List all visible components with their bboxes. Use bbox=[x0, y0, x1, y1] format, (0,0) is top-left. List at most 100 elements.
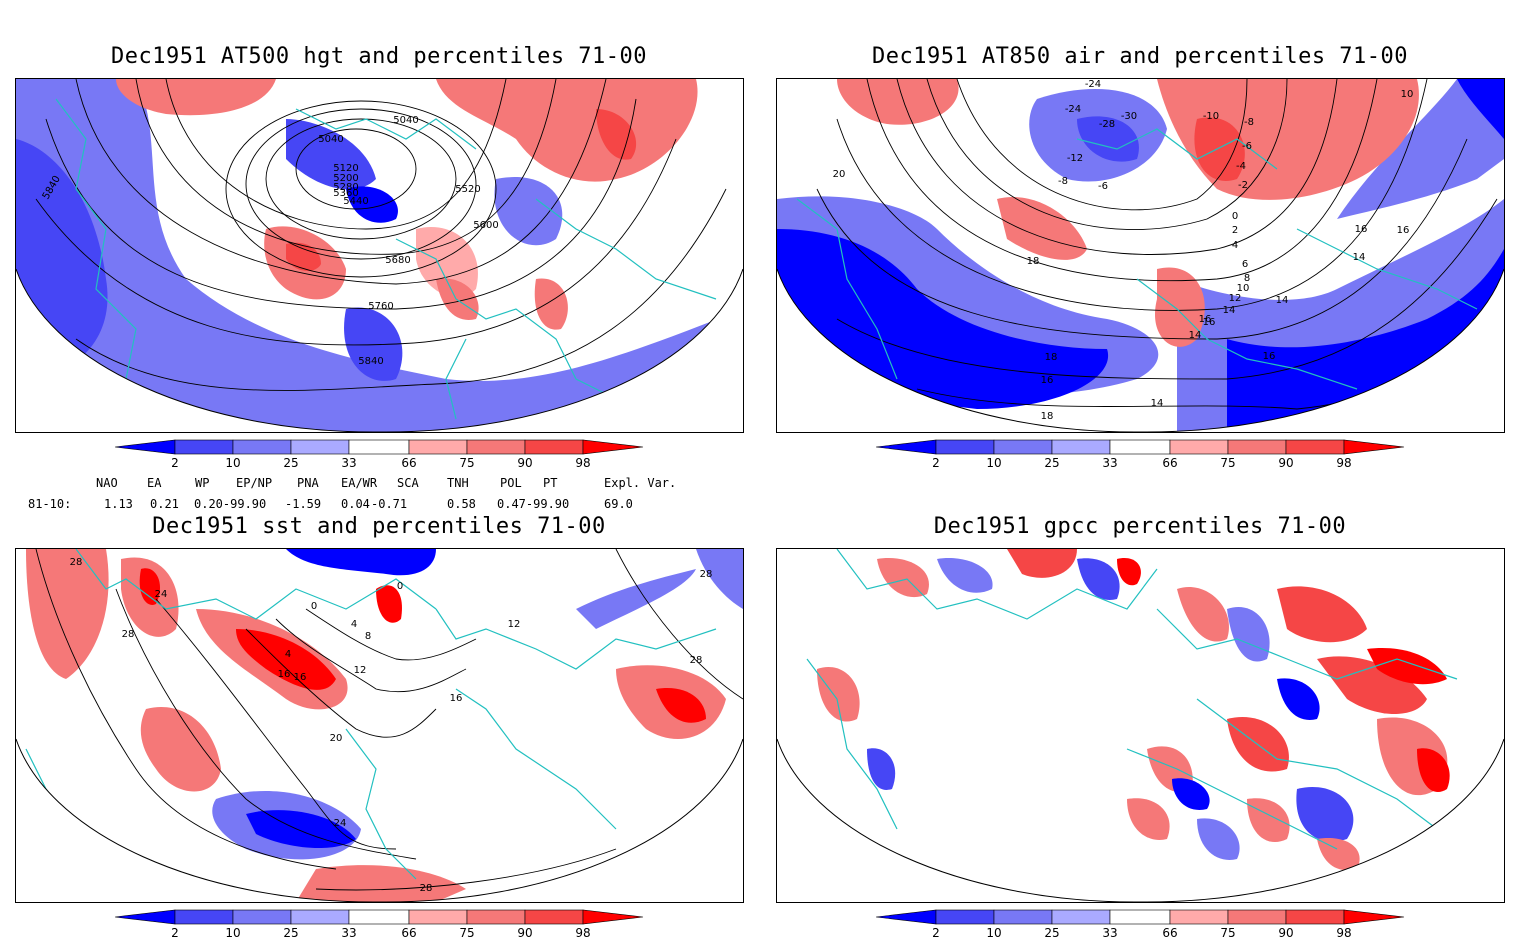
index-header: TNH bbox=[447, 476, 469, 490]
index-value: 69.0 bbox=[604, 497, 633, 511]
contour-label: 18 bbox=[1027, 256, 1040, 267]
colorbar-label: 25 bbox=[1044, 456, 1059, 470]
index-header: WP bbox=[195, 476, 210, 490]
contour-label: 12 bbox=[508, 619, 521, 630]
colorbar-label: 66 bbox=[1162, 456, 1177, 470]
colorbar-label: 2 bbox=[171, 456, 179, 470]
colorbar-swatch bbox=[876, 909, 937, 925]
index-header: NAO bbox=[96, 476, 118, 490]
colorbar-swatch bbox=[1343, 909, 1405, 925]
colorbar: 2 10 25 33 66 75 90 98 bbox=[115, 439, 644, 470]
colorbar-label: 66 bbox=[1162, 926, 1177, 940]
colorbar-swatch bbox=[1227, 909, 1287, 925]
contour-label: 16 bbox=[1397, 225, 1410, 236]
colorbar-label: 10 bbox=[225, 926, 240, 940]
colorbar-label: 98 bbox=[575, 456, 590, 470]
panel-title: Dec1951 AT500 hgt and percentiles 71-00 bbox=[110, 44, 648, 69]
colorbar-swatch bbox=[1285, 439, 1345, 455]
colorbar-label: 90 bbox=[517, 456, 532, 470]
index-value: 0.47-99.90 bbox=[497, 497, 570, 511]
map-air850: -24 -24 -28 -30 -12 -8 -6 -10 -8 -6 -4 -… bbox=[777, 79, 1504, 432]
index-header: PNA bbox=[297, 476, 319, 490]
colorbar-swatch bbox=[232, 909, 292, 925]
contour-label: 5440 bbox=[343, 196, 368, 207]
contour-label: 5360 bbox=[333, 188, 358, 199]
map-gpcc bbox=[777, 549, 1504, 902]
contour-label: -6 bbox=[1098, 181, 1108, 192]
colorbar-swatch bbox=[174, 439, 234, 455]
contour-label: 28 bbox=[690, 655, 703, 666]
colorbar-swatch bbox=[1285, 909, 1345, 925]
index-header: SCA bbox=[397, 476, 419, 490]
contour-label: 5040 bbox=[393, 115, 418, 126]
contour-label: 5040 bbox=[318, 134, 343, 145]
contour-label: -4 bbox=[1236, 161, 1246, 172]
contour-label: 0 bbox=[1232, 211, 1238, 222]
colorbar-label: 98 bbox=[1336, 456, 1351, 470]
contour-label: 28 bbox=[700, 569, 713, 580]
index-header-row: NAO EA WP EP/NP PNA EA/WR SCA TNH POL PT… bbox=[0, 476, 760, 492]
contour-label: -10 bbox=[1203, 111, 1219, 122]
colorbar-swatch bbox=[935, 909, 995, 925]
colorbar: 2 10 25 33 66 75 90 98 bbox=[115, 909, 644, 940]
map-hgt500: 5040 5040 5120 5200 5280 5360 5440 5520 … bbox=[16, 79, 743, 432]
contour-label: 16 bbox=[1199, 314, 1212, 325]
contour-label: 2 bbox=[1232, 225, 1238, 236]
contour-label: 24 bbox=[334, 818, 347, 829]
contour-label: 4 bbox=[351, 619, 357, 630]
colorbar-label: 98 bbox=[575, 926, 590, 940]
colorbar-label: 25 bbox=[283, 926, 298, 940]
colorbar-swatch bbox=[993, 909, 1053, 925]
panel-title: Dec1951 sst and percentiles 71-00 bbox=[152, 514, 606, 539]
colorbar-label: 75 bbox=[459, 926, 474, 940]
contour-label: 20 bbox=[833, 169, 846, 180]
index-value: 0.20-99.90 bbox=[194, 497, 267, 511]
colorbar-label: 33 bbox=[1102, 926, 1117, 940]
contour-label: 16 bbox=[1263, 351, 1276, 362]
index-value: 0.04 bbox=[341, 497, 370, 511]
colorbar-label: 25 bbox=[283, 456, 298, 470]
colorbar-swatch bbox=[1169, 909, 1229, 925]
colorbar-swatch bbox=[1109, 439, 1171, 455]
colorbar-label: 75 bbox=[1220, 926, 1235, 940]
contour-label: 20 bbox=[330, 733, 343, 744]
contour-label: 16 bbox=[1041, 375, 1054, 386]
colorbar-label: 90 bbox=[1278, 926, 1293, 940]
colorbar-swatch bbox=[1343, 439, 1405, 455]
colorbar-label: 2 bbox=[171, 926, 179, 940]
index-header: EA bbox=[147, 476, 162, 490]
contour-label: -8 bbox=[1244, 117, 1254, 128]
colorbar-swatch bbox=[232, 439, 292, 455]
contour-label: 14 bbox=[1276, 295, 1289, 306]
colorbar-label: 90 bbox=[1278, 456, 1293, 470]
contour-label: 0 bbox=[311, 601, 317, 612]
contour-label: 5760 bbox=[368, 301, 393, 312]
colorbar-swatch bbox=[1051, 909, 1111, 925]
contour-label: 4 bbox=[1232, 240, 1238, 251]
contour-label: 14 bbox=[1223, 305, 1236, 316]
colorbar-label: 2 bbox=[932, 456, 940, 470]
index-value: 0.21 bbox=[150, 497, 179, 511]
colorbar-label: 33 bbox=[1102, 456, 1117, 470]
colorbar-label: 75 bbox=[1220, 456, 1235, 470]
colorbar: 2 10 25 33 66 75 90 98 bbox=[876, 439, 1405, 470]
contour-label: 14 bbox=[1189, 330, 1202, 341]
index-header: Expl. Var. bbox=[604, 476, 677, 490]
colorbar-swatch bbox=[115, 909, 176, 925]
map-panel-hgt500: 5040 5040 5120 5200 5280 5360 5440 5520 … bbox=[15, 78, 744, 433]
colorbar: 2 10 25 33 66 75 90 98 bbox=[876, 909, 1405, 940]
colorbar-swatch bbox=[876, 439, 937, 455]
colorbar-label: 10 bbox=[986, 926, 1001, 940]
contour-label: 14 bbox=[1353, 252, 1366, 263]
contour-label: -28 bbox=[1099, 119, 1115, 130]
contour-label: 0 bbox=[397, 581, 403, 592]
colorbar-label: 66 bbox=[401, 926, 416, 940]
colorbar-swatch bbox=[408, 909, 468, 925]
index-value: -1.59 bbox=[285, 497, 322, 511]
contour-label: 5280 bbox=[333, 182, 358, 193]
map-panel-gpcc bbox=[776, 548, 1505, 903]
colorbar-swatch bbox=[582, 439, 644, 455]
colorbar-swatch bbox=[582, 909, 644, 925]
contour-label: -2 bbox=[1238, 180, 1248, 191]
colorbar-swatch bbox=[1051, 439, 1111, 455]
